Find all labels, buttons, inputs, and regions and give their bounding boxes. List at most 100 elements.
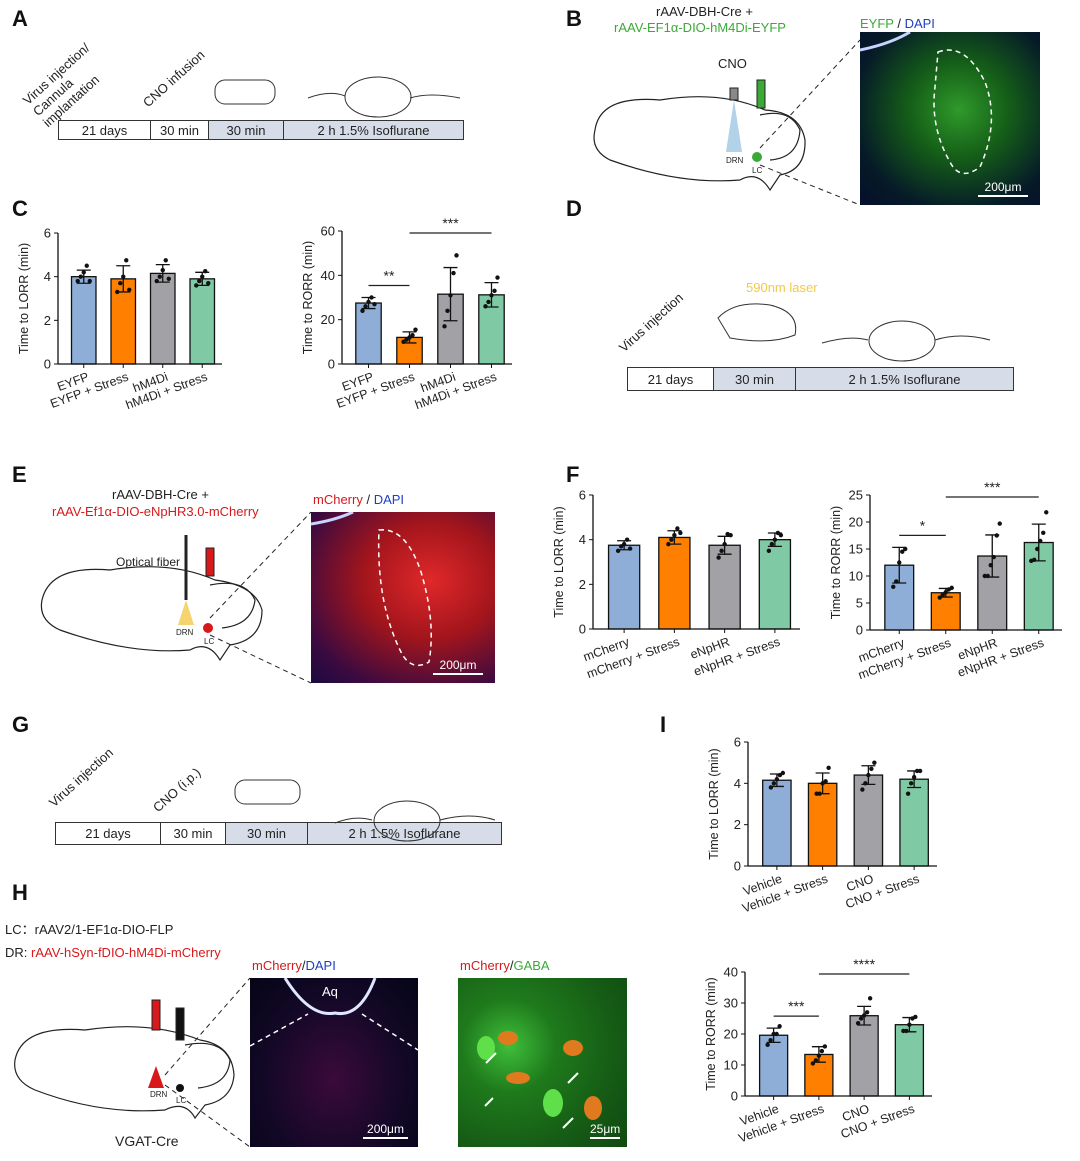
data-point (822, 1044, 828, 1049)
data-point (860, 787, 865, 792)
data-point (669, 537, 674, 542)
syringe-icon (151, 999, 161, 1031)
data-point (483, 304, 488, 309)
panel-letter-a: A (12, 6, 28, 31)
data-point (869, 766, 874, 772)
significance-label: *** (788, 998, 805, 1014)
data-point (157, 274, 162, 279)
dr-virus: rAAV-hSyn-fDIO-hM4Di-mCherry (31, 945, 221, 960)
y-tick-label: 0 (856, 623, 863, 638)
micrograph-mcherry-dapi: 200μm (311, 512, 495, 683)
y-tick-label: 2 (44, 313, 51, 328)
brain-schematic-b (593, 96, 806, 192)
panel-letter-h: H (12, 880, 28, 905)
data-point (940, 592, 945, 598)
panel-letter-i: I (660, 712, 667, 737)
bar (607, 544, 641, 630)
panel-letter-b: B (566, 6, 582, 31)
data-point (87, 278, 92, 284)
data-point (772, 537, 778, 542)
y-tick-label: 2 (734, 817, 741, 832)
data-point (988, 563, 993, 568)
virus-label-1: rAAV-DBH-Cre + (112, 487, 209, 502)
brain-schematic-e (40, 566, 263, 662)
chamber-icons (214, 76, 991, 842)
y-tick-label: 6 (44, 226, 51, 241)
data-point (810, 1061, 816, 1066)
bar (189, 278, 216, 365)
y-axis-label: Time to LORR (min) (17, 243, 31, 354)
data-point (401, 339, 406, 345)
micrograph-eyfp-dapi: 200μm (860, 32, 1040, 205)
scale-label: 200μm (367, 1122, 404, 1136)
panel-letter-c: C (12, 196, 28, 221)
drn-region-icon (726, 100, 742, 152)
data-point (618, 544, 624, 549)
data-point (118, 281, 123, 286)
data-point (864, 1010, 870, 1015)
data-point (489, 293, 494, 298)
data-point (716, 555, 721, 560)
data-point (722, 541, 727, 547)
data-point (994, 533, 999, 538)
data-point (816, 1053, 822, 1058)
data-point (448, 293, 453, 298)
y-tick-label: 20 (849, 515, 863, 530)
data-point (904, 1028, 909, 1034)
dr-prefix: DR: (5, 945, 31, 960)
data-point (115, 289, 120, 295)
data-point (774, 777, 780, 782)
y-tick-label: 5 (856, 596, 863, 611)
y-tick-label: 40 (724, 965, 738, 980)
timeline-segment: 21 days (628, 368, 714, 390)
stain-sep: / (893, 16, 905, 31)
y-tick-label: 4 (734, 776, 741, 791)
timeline-segment: 2 h 1.5% Isoflurane (284, 121, 463, 139)
stain-dapi: DAPI (904, 16, 935, 31)
micrograph-overlay (860, 32, 993, 175)
stain-mcherry: mCherry (313, 492, 363, 507)
data-point (627, 546, 633, 551)
data-point (855, 1020, 861, 1026)
stain-label-2: mCherry/GABA (460, 958, 550, 973)
panel-letter-d: D (566, 196, 582, 221)
drn-region-icon (148, 1066, 164, 1088)
scale-bar: 200μm (363, 1122, 408, 1139)
bar (758, 539, 792, 630)
cannula-icon (729, 87, 739, 101)
data-point (81, 270, 86, 275)
bar (894, 1024, 925, 1097)
bar (70, 276, 97, 365)
data-point (360, 308, 365, 313)
y-tick-label: 0 (579, 622, 586, 637)
timeline-g: 21 days 30 min 30 min 2 h 1.5% Isofluran… (55, 822, 502, 845)
scale-label: 200μm (984, 180, 1022, 194)
data-point (1044, 510, 1049, 515)
data-point (719, 548, 724, 554)
data-point (891, 584, 896, 589)
data-point (78, 274, 83, 279)
data-point (913, 1014, 918, 1020)
data-point (206, 281, 211, 286)
timeline-segment: 21 days (59, 121, 151, 139)
data-point (407, 335, 412, 340)
data-point (917, 768, 923, 774)
bar (930, 592, 961, 631)
data-point (203, 269, 208, 274)
data-point (908, 781, 914, 786)
data-point (666, 541, 671, 547)
data-point (769, 541, 775, 547)
scale-label: 200μm (439, 658, 477, 672)
data-point (768, 785, 774, 790)
data-point (615, 548, 621, 554)
stain-sep: / (509, 958, 514, 973)
data-point (903, 546, 908, 552)
data-point (771, 781, 777, 786)
data-point (1035, 546, 1040, 552)
laser-light-icon (178, 600, 194, 625)
y-tick-label: 4 (579, 532, 586, 547)
micrograph-overlay (250, 978, 418, 1051)
